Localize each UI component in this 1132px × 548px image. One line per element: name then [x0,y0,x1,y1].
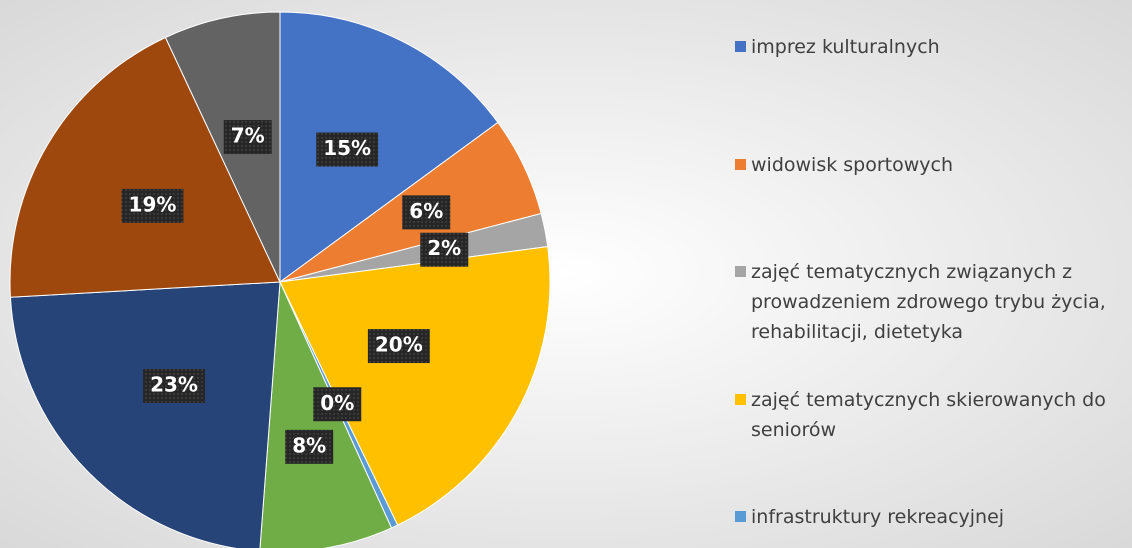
data-label: 15% [316,132,379,167]
data-label: 6% [402,195,451,230]
data-label-box [367,329,430,364]
data-label-text: 8% [292,433,326,457]
legend-label: zajęć tematycznych skierowanych do senior… [751,389,1106,441]
legend-line: zajęć tematycznych związanych z [751,261,1072,283]
legend-swatch [735,394,746,405]
data-label-box [313,387,362,422]
data-label: 2% [420,232,469,267]
legend-label: widowisk sportowych [751,154,953,176]
data-label-text: 20% [375,333,423,357]
data-label-box [143,369,205,404]
legend-line: widowisk sportowych [751,154,953,176]
data-label-text: 2% [427,236,461,260]
data-label-text: 6% [409,199,443,223]
data-label-box [402,195,451,230]
pie-slice [279,11,499,283]
legend-line: imprez kulturalnych [751,36,940,58]
legend-line: rehabilitacji, dietetyka [751,321,963,343]
legend-label: zajęć tematycznych związanych z prowadzen… [751,261,1106,343]
legend-swatch [735,266,746,277]
data-label-text: 7% [231,124,265,148]
data-label-text: 0% [320,391,354,415]
data-label: 20% [367,329,430,364]
data-label-text: 23% [150,373,198,397]
data-label: 23% [143,369,205,404]
legend-line: prowadzeniem zdrowego trybu życia, [751,291,1106,313]
data-label: 19% [121,188,184,223]
legend-label: imprez kulturalnych [751,36,940,58]
legend-line: infrastruktury rekreacyjnej [751,506,1004,528]
data-label-box [420,232,469,267]
data-label: 0% [313,387,362,422]
data-label-box [316,132,379,167]
legend-line: zajęć tematycznych skierowanych do [751,389,1106,411]
legend-swatch [735,41,746,52]
data-label: 7% [223,120,272,155]
legend-line: seniorów [751,419,836,441]
legend-swatch [735,159,746,170]
pie-slice [279,246,551,526]
pie-slice [9,36,281,298]
pie-slice [9,281,281,548]
data-label: 8% [285,429,334,464]
legend-label: infrastruktury rekreacyjnej [751,506,1004,528]
legend-swatch [735,511,746,522]
data-label-text: 19% [129,192,177,216]
data-label-text: 15% [323,136,371,160]
data-label-box [121,188,184,223]
pie-slice [164,11,281,283]
data-label-box [223,120,272,155]
data-label-box [285,429,334,464]
